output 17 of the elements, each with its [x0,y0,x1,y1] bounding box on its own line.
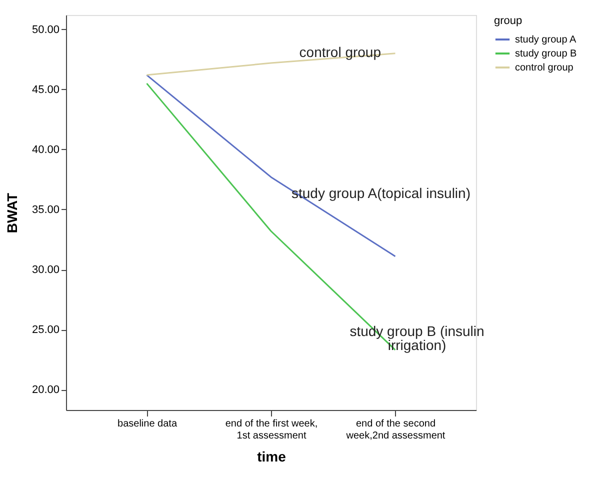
legend-label: study group B [515,48,578,60]
y-axis-title: BWAT [4,192,20,234]
x-tick-label: end of the first week, 1st assessment [225,418,318,442]
x-tick-label: end of the second week,2nd assessment [345,418,446,442]
legend-label: control group [515,62,574,74]
y-tick-label: 50.00 [32,24,60,36]
y-tick-label: 20.00 [32,384,60,396]
x-axis-title: time [257,448,286,464]
y-tick-label: 25.00 [32,324,60,336]
legend-title: group [494,15,522,27]
x-tick-label: baseline data [118,418,178,430]
y-tick-label: 45.00 [32,84,60,96]
annotation: control group [299,44,382,60]
legend-label: study group A [515,34,576,46]
y-tick-label: 30.00 [32,264,60,276]
y-tick-label: 40.00 [32,144,60,156]
y-tick-label: 35.00 [32,204,60,216]
